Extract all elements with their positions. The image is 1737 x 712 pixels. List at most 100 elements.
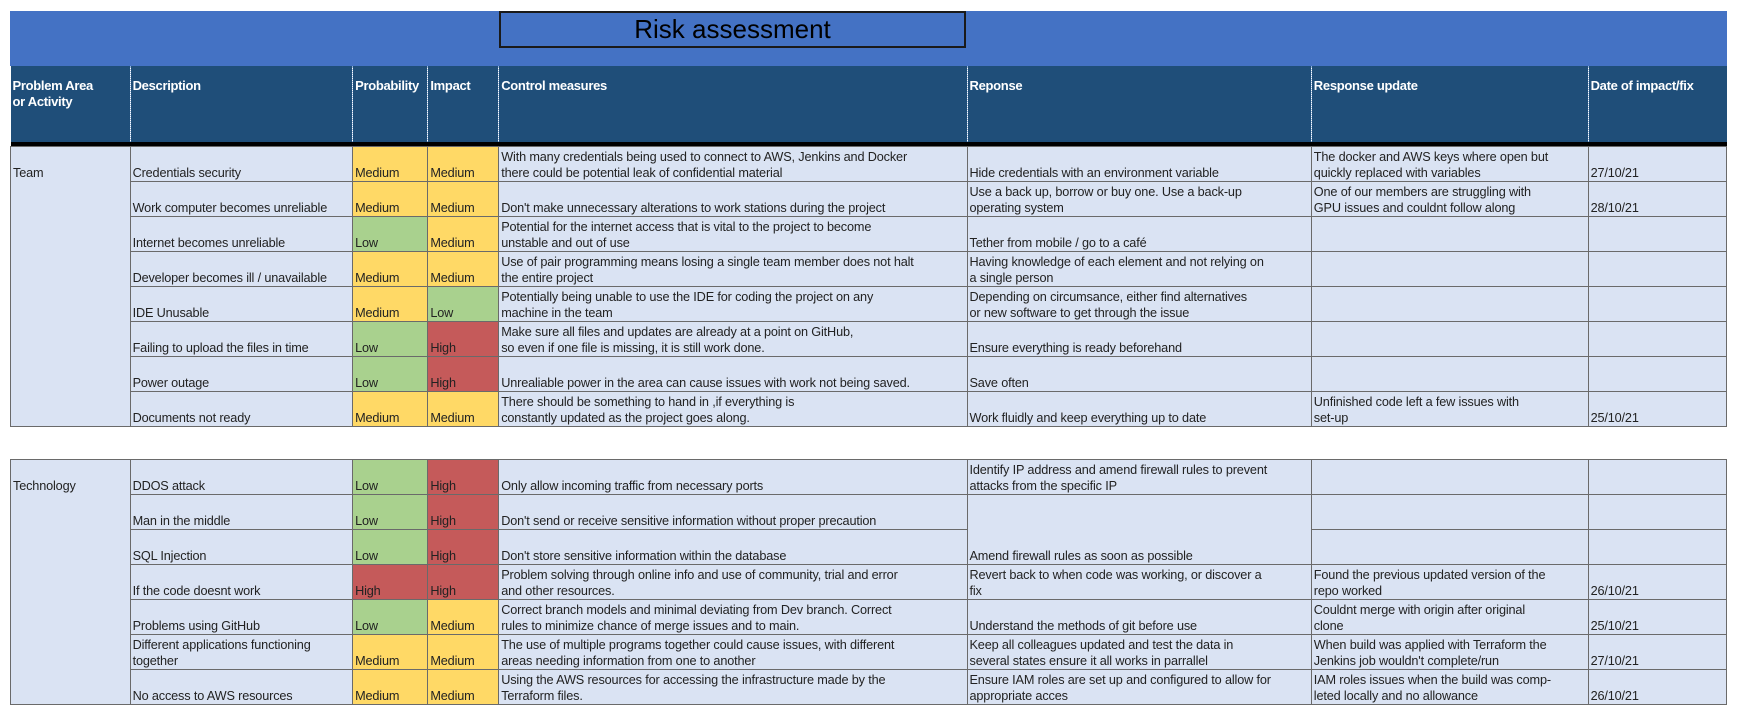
impact-cell[interactable]: High — [427, 321, 500, 357]
response-cell[interactable]: Amend firewall rules as soon as possible — [966, 494, 1312, 565]
control-cell[interactable]: Don't send or receive sensitive informat… — [498, 494, 968, 530]
header-probability[interactable]: Probability — [352, 66, 429, 142]
update-cell[interactable] — [1310, 356, 1589, 392]
response-cell[interactable]: Use a back up, borrow or buy one. Use a … — [966, 181, 1312, 217]
impact-cell[interactable]: Medium — [427, 634, 500, 670]
control-cell[interactable]: With many credentials being used to conn… — [498, 146, 968, 182]
area-cell[interactable] — [10, 669, 131, 705]
response-cell[interactable]: Save often — [966, 356, 1312, 392]
probability-cell[interactable]: High — [352, 564, 429, 600]
impact-cell[interactable]: High — [427, 529, 500, 565]
header-response[interactable]: Reponse — [967, 66, 1312, 142]
control-cell[interactable]: Unrealiable power in the area can cause … — [498, 356, 968, 392]
area-cell[interactable] — [10, 599, 131, 635]
control-cell[interactable]: Potential for the internet access that i… — [498, 216, 968, 252]
update-cell[interactable] — [1310, 286, 1589, 322]
control-cell[interactable]: The use of multiple programs together co… — [498, 634, 968, 670]
update-cell[interactable]: Unfinished code left a few issues with s… — [1310, 391, 1589, 427]
control-cell[interactable]: Problem solving through online info and … — [498, 564, 968, 600]
update-cell[interactable]: Found the previous updated version of th… — [1310, 564, 1589, 600]
update-cell[interactable] — [1310, 459, 1589, 495]
response-cell[interactable]: Ensure everything is ready beforehand — [966, 321, 1312, 357]
date-cell[interactable] — [1587, 356, 1728, 392]
response-cell[interactable]: Having knowledge of each element and not… — [966, 251, 1312, 287]
description-cell[interactable]: Documents not ready — [129, 391, 354, 427]
response-cell[interactable]: Tether from mobile / go to a café — [966, 216, 1312, 252]
area-cell[interactable] — [10, 286, 131, 322]
area-cell[interactable] — [10, 321, 131, 357]
impact-cell[interactable]: High — [427, 564, 500, 600]
impact-cell[interactable]: Medium — [427, 216, 500, 252]
date-cell[interactable] — [1587, 494, 1728, 530]
probability-cell[interactable]: Low — [352, 321, 429, 357]
response-cell[interactable]: Depending on circumsance, either find al… — [966, 286, 1312, 322]
area-cell[interactable] — [10, 356, 131, 392]
area-cell[interactable] — [10, 181, 131, 217]
control-cell[interactable]: Using the AWS resources for accessing th… — [498, 669, 968, 705]
update-cell[interactable] — [1310, 251, 1589, 287]
control-cell[interactable]: Only allow incoming traffic from necessa… — [498, 459, 968, 495]
date-cell[interactable] — [1587, 459, 1728, 495]
impact-cell[interactable]: Medium — [427, 146, 500, 182]
impact-cell[interactable]: Medium — [427, 391, 500, 427]
response-cell[interactable]: Identify IP address and amend firewall r… — [966, 459, 1312, 495]
probability-cell[interactable]: Low — [352, 599, 429, 635]
update-cell[interactable] — [1310, 529, 1589, 565]
update-cell[interactable]: One of our members are struggling with G… — [1310, 181, 1589, 217]
control-cell[interactable]: Don't make unnecessary alterations to wo… — [498, 181, 968, 217]
date-cell[interactable]: 25/10/21 — [1587, 391, 1728, 427]
response-cell[interactable]: Ensure IAM roles are set up and configur… — [966, 669, 1312, 705]
date-cell[interactable] — [1587, 529, 1728, 565]
probability-cell[interactable]: Low — [352, 356, 429, 392]
impact-cell[interactable]: High — [427, 459, 500, 495]
area-cell[interactable]: Team — [10, 146, 131, 182]
description-cell[interactable]: IDE Unusable — [129, 286, 354, 322]
description-cell[interactable]: If the code doesnt work — [129, 564, 354, 600]
control-cell[interactable]: Correct branch models and minimal deviat… — [498, 599, 968, 635]
description-cell[interactable]: Credentials security — [129, 146, 354, 182]
header-update[interactable]: Response update — [1311, 66, 1589, 142]
date-cell[interactable] — [1587, 216, 1728, 252]
description-cell[interactable]: SQL Injection — [129, 529, 354, 565]
date-cell[interactable] — [1587, 251, 1728, 287]
header-control[interactable]: Control measures — [498, 66, 968, 142]
area-cell[interactable] — [10, 494, 131, 530]
date-cell[interactable]: 26/10/21 — [1587, 669, 1728, 705]
description-cell[interactable]: Work computer becomes unreliable — [129, 181, 354, 217]
control-cell[interactable]: Use of pair programming means losing a s… — [498, 251, 968, 287]
header-description[interactable]: Description — [130, 66, 354, 142]
control-cell[interactable]: There should be something to hand in ,if… — [498, 391, 968, 427]
update-cell[interactable] — [1310, 494, 1589, 530]
description-cell[interactable]: DDOS attack — [129, 459, 354, 495]
update-cell[interactable] — [1310, 216, 1589, 252]
probability-cell[interactable]: Low — [352, 459, 429, 495]
probability-cell[interactable]: Low — [352, 529, 429, 565]
header-area[interactable]: Problem Area or Activity — [10, 66, 131, 142]
response-cell[interactable]: Keep all colleagues updated and test the… — [966, 634, 1312, 670]
date-cell[interactable]: 28/10/21 — [1587, 181, 1728, 217]
description-cell[interactable]: Power outage — [129, 356, 354, 392]
probability-cell[interactable]: Medium — [352, 286, 429, 322]
update-cell[interactable]: Couldnt merge with origin after original… — [1310, 599, 1589, 635]
probability-cell[interactable]: Low — [352, 216, 429, 252]
update-cell[interactable]: The docker and AWS keys where open but q… — [1310, 146, 1589, 182]
control-cell[interactable]: Make sure all files and updates are alre… — [498, 321, 968, 357]
probability-cell[interactable]: Medium — [352, 181, 429, 217]
description-cell[interactable]: Problems using GitHub — [129, 599, 354, 635]
date-cell[interactable] — [1587, 286, 1728, 322]
control-cell[interactable]: Potentially being unable to use the IDE … — [498, 286, 968, 322]
date-cell[interactable] — [1587, 321, 1728, 357]
impact-cell[interactable]: Low — [427, 286, 500, 322]
update-cell[interactable]: IAM roles issues when the build was comp… — [1310, 669, 1589, 705]
description-cell[interactable]: Developer becomes ill / unavailable — [129, 251, 354, 287]
area-cell[interactable] — [10, 634, 131, 670]
update-cell[interactable] — [1310, 321, 1589, 357]
impact-cell[interactable]: High — [427, 494, 500, 530]
response-cell[interactable]: Revert back to when code was working, or… — [966, 564, 1312, 600]
probability-cell[interactable]: Medium — [352, 634, 429, 670]
impact-cell[interactable]: Medium — [427, 599, 500, 635]
probability-cell[interactable]: Medium — [352, 146, 429, 182]
impact-cell[interactable]: Medium — [427, 251, 500, 287]
page-title[interactable]: Risk assessment — [499, 11, 966, 48]
description-cell[interactable]: Failing to upload the files in time — [129, 321, 354, 357]
